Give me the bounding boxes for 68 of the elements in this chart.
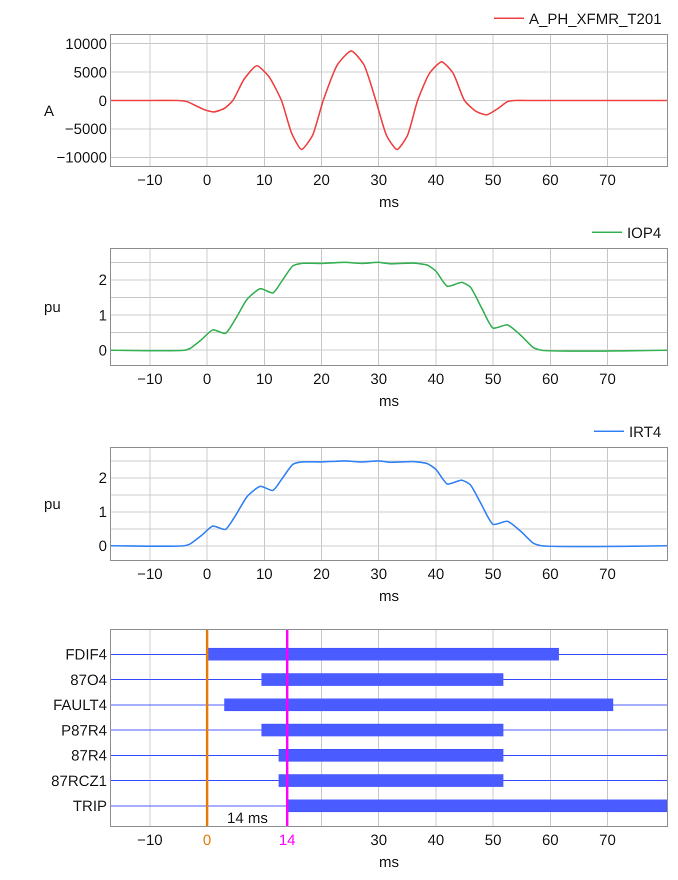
y-axis-title: A — [44, 103, 54, 120]
x-tick-label: 60 — [542, 566, 559, 583]
y-tick-label: 0 — [98, 92, 107, 110]
x-tick-label: 14 — [278, 832, 296, 849]
x-tick-label: 50 — [484, 172, 502, 189]
x-tick-label: 70 — [599, 371, 616, 388]
x-tick-label: 50 — [484, 566, 502, 583]
legend-label: A_PH_XFMR_T201 — [529, 11, 662, 28]
x-tick-label: 40 — [428, 172, 444, 189]
y-tick-label: −5000 — [64, 121, 107, 138]
x-tick-label: 40 — [428, 371, 444, 388]
x-tick-label: 60 — [542, 832, 559, 849]
x-tick-label: −10 — [137, 832, 163, 849]
x-tick-label: 40 — [428, 566, 444, 583]
line-series — [111, 50, 667, 150]
x-tick-label: 10 — [256, 566, 273, 583]
y-axis-title: pu — [44, 496, 61, 513]
x-axis-title: ms — [379, 393, 399, 410]
line-series — [111, 460, 667, 548]
y-tick-label: FAULT4 — [53, 697, 107, 714]
y-tick-label: 87RCZ1 — [51, 772, 107, 790]
legend-label: IOP4 — [627, 225, 662, 242]
x-tick-label: −10 — [137, 172, 163, 189]
y-tick-label: 10000 — [65, 36, 107, 53]
x-tick-label: 60 — [542, 172, 559, 189]
y-tick-label: 0 — [98, 538, 107, 555]
x-tick-label: 30 — [370, 172, 388, 189]
y-tick-label: P87R4 — [61, 722, 107, 740]
x-tick-label: 70 — [599, 172, 616, 189]
x-tick-label: 40 — [428, 832, 444, 849]
y-tick-label: TRIP — [72, 798, 107, 816]
x-tick-label: 50 — [484, 371, 502, 388]
line-series — [111, 262, 667, 352]
x-tick-label: 0 — [202, 371, 212, 388]
x-tick-label: 70 — [599, 832, 616, 849]
x-tick-label: 30 — [370, 566, 388, 583]
y-tick-label: 2 — [98, 272, 107, 290]
y-tick-label: FDIF4 — [65, 646, 107, 664]
y-tick-label: 2 — [98, 470, 107, 488]
x-tick-label: 0 — [202, 566, 212, 583]
x-tick-label: 20 — [313, 172, 330, 189]
x-tick-label: 30 — [370, 371, 388, 388]
y-tick-label: 87O4 — [70, 672, 107, 689]
x-tick-label: 20 — [313, 566, 330, 583]
bar — [287, 799, 667, 812]
legend-label: IRT4 — [629, 424, 662, 442]
x-tick-label: 60 — [542, 371, 559, 388]
x-axis-title: ms — [379, 854, 399, 871]
x-axis-title: ms — [379, 194, 399, 211]
x-tick-label: 0 — [202, 172, 212, 189]
y-tick-label: 0 — [98, 342, 107, 360]
x-tick-label: 50 — [484, 832, 502, 849]
y-tick-label: 1 — [98, 504, 107, 522]
x-axis-title: ms — [379, 588, 399, 605]
y-axis-title: pu — [44, 299, 61, 316]
x-tick-label: 10 — [256, 371, 273, 388]
x-tick-label: 20 — [313, 371, 330, 388]
x-tick-label: 10 — [256, 172, 273, 189]
y-tick-label: 1 — [98, 307, 107, 324]
y-tick-label: 5000 — [74, 64, 107, 82]
y-tick-label: 87R4 — [71, 748, 107, 765]
x-tick-label: −10 — [137, 371, 163, 388]
x-tick-label: 0 — [202, 832, 212, 849]
x-tick-label: 30 — [370, 832, 388, 849]
x-tick-label: −10 — [137, 566, 163, 583]
annotation: 14 ms — [227, 810, 268, 827]
y-tick-label: −10000 — [56, 150, 107, 167]
x-tick-label: 70 — [599, 566, 616, 583]
